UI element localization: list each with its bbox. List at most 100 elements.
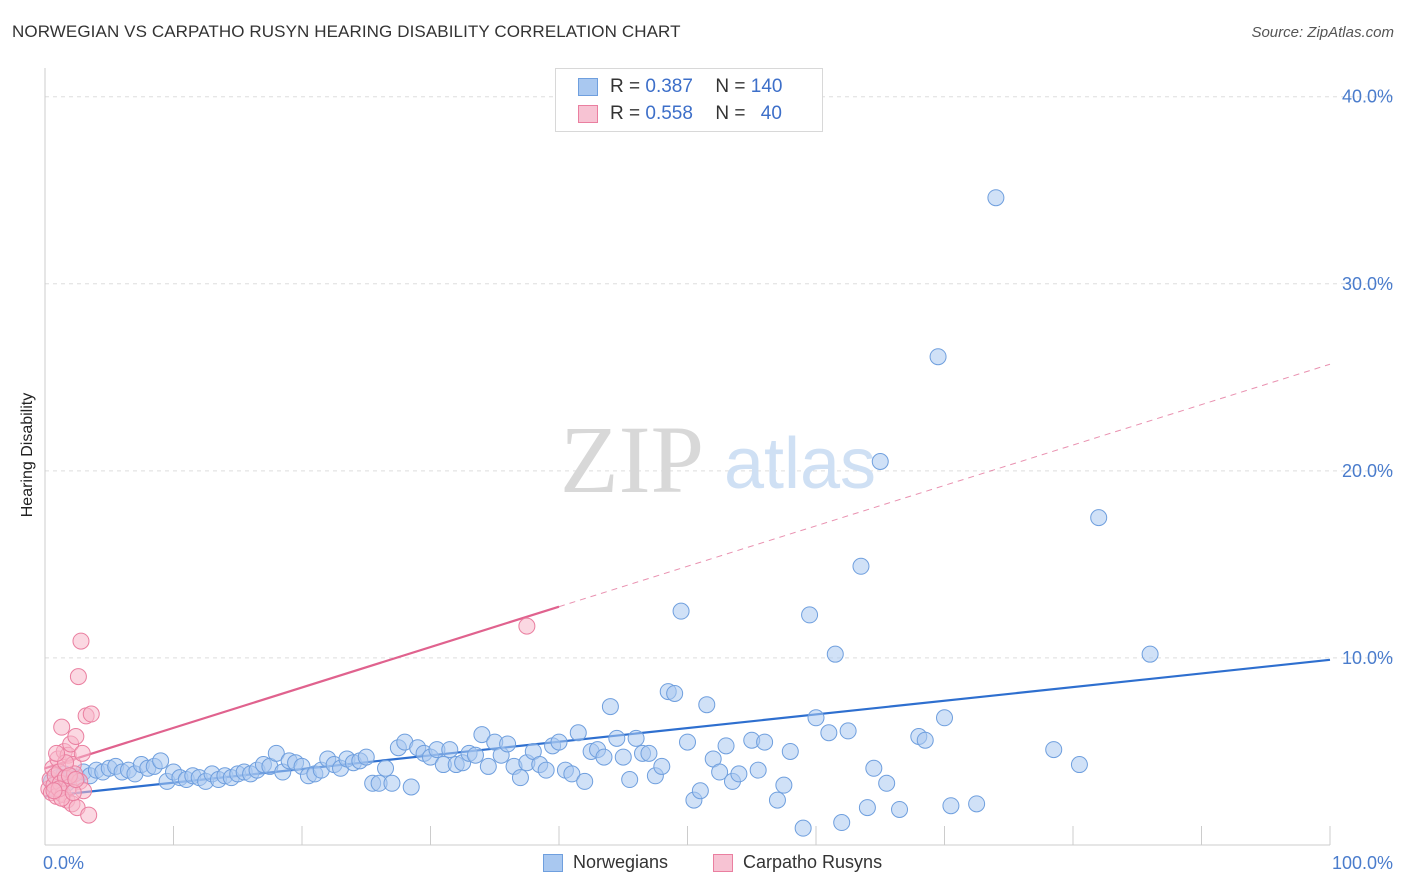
- data-point: [711, 763, 729, 781]
- data-point: [82, 705, 100, 723]
- data-point: [865, 759, 883, 777]
- data-point: [53, 718, 71, 736]
- data-point: [473, 726, 491, 744]
- data-point: [69, 668, 87, 686]
- data-point: [749, 761, 767, 779]
- data-point: [550, 733, 568, 751]
- data-point: [942, 797, 960, 815]
- data-point: [878, 774, 896, 792]
- tick-labels: 10.0% 20.0% 30.0% 40.0% 0.0% 100.0%: [43, 87, 1393, 873]
- data-point: [916, 731, 934, 749]
- data-point: [152, 752, 170, 770]
- data-point: [1045, 741, 1063, 759]
- data-point: [698, 696, 716, 714]
- data-point: [80, 806, 98, 824]
- data-point: [563, 765, 581, 783]
- data-point: [807, 709, 825, 727]
- data-point: [357, 748, 375, 766]
- legend-swatch-pink: [578, 105, 598, 123]
- data-point: [987, 189, 1005, 207]
- legend-n-value: 40: [760, 103, 782, 124]
- data-point: [858, 799, 876, 817]
- trendline-projection: [558, 363, 1331, 608]
- data-point: [67, 727, 85, 745]
- data-point: [48, 744, 66, 762]
- chart-title: NORWEGIAN VS CARPATHO RUSYN HEARING DISA…: [12, 22, 681, 41]
- watermark: ZIP atlas: [560, 406, 876, 513]
- data-point: [801, 606, 819, 624]
- data-point: [871, 453, 889, 470]
- data-point: [377, 759, 395, 777]
- data-point: [608, 729, 626, 747]
- data-point: [768, 791, 786, 809]
- data-point: [833, 814, 851, 832]
- data-point: [73, 744, 91, 762]
- y-tick-label: 10.0%: [1342, 648, 1393, 668]
- data-point: [518, 617, 536, 635]
- data-point: [717, 737, 735, 755]
- y-tick-label: 30.0%: [1342, 274, 1393, 294]
- data-point: [653, 757, 671, 775]
- data-point: [441, 741, 459, 759]
- data-point: [595, 748, 613, 766]
- trendline: [44, 605, 560, 770]
- legend: R = 0.387 N = 140 R = 0.558 N = 40: [555, 68, 823, 132]
- data-point: [1141, 645, 1159, 663]
- data-point: [666, 684, 684, 702]
- data-point: [511, 769, 529, 787]
- bottom-legend-swatch-blue: [543, 853, 563, 872]
- data-point: [891, 800, 909, 818]
- data-point: [383, 774, 401, 792]
- legend-n-value: 140: [750, 76, 783, 97]
- legend-row-norwegians: R = 0.387 N = 140: [578, 74, 782, 100]
- watermark-zip: ZIP: [560, 406, 704, 513]
- data-point: [72, 632, 90, 650]
- data-point: [569, 724, 587, 742]
- legend-n-label: N =: [715, 103, 746, 124]
- data-point: [1070, 756, 1088, 774]
- bottom-legend-label: Carpatho Rusyns: [743, 852, 883, 872]
- data-point: [537, 761, 555, 779]
- bottom-legend-carpatho-rusyns: Carpatho Rusyns: [713, 852, 882, 873]
- y-tick-label: 40.0%: [1342, 87, 1393, 107]
- data-point: [402, 778, 420, 796]
- data-point: [852, 557, 870, 575]
- data-point: [936, 709, 953, 727]
- y-tick-label: 20.0%: [1342, 461, 1393, 481]
- data-point: [929, 348, 947, 366]
- legend-r-value: 0.558: [645, 103, 693, 124]
- data-point: [775, 776, 793, 794]
- bottom-legend-norwegians: Norwegians: [543, 852, 668, 873]
- data-point: [576, 772, 594, 790]
- data-point: [691, 782, 709, 800]
- data-point: [730, 765, 748, 783]
- data-point: [1090, 509, 1108, 527]
- legend-r-label: R =: [610, 76, 641, 97]
- data-point: [466, 746, 484, 764]
- x-tick-label: 100.0%: [1332, 853, 1393, 873]
- data-point: [781, 742, 799, 760]
- data-point: [679, 733, 696, 751]
- legend-r-value: 0.387: [645, 76, 693, 97]
- data-point: [267, 744, 285, 762]
- data-point: [756, 733, 774, 751]
- data-point: [621, 771, 639, 789]
- bottom-legend-swatch-pink: [713, 853, 733, 872]
- legend-row-carpatho-rusyns: R = 0.558 N = 40: [578, 101, 782, 127]
- x-tick-label: 0.0%: [43, 853, 84, 873]
- data-point: [499, 735, 517, 753]
- data-point: [826, 645, 844, 663]
- data-point: [627, 729, 645, 747]
- data-point: [794, 819, 812, 837]
- legend-r-label: R =: [610, 103, 641, 124]
- axes: [44, 68, 1331, 846]
- data-point: [67, 771, 85, 789]
- data-point: [640, 744, 658, 762]
- data-point: [45, 782, 63, 800]
- data-points: [40, 189, 1159, 837]
- data-point: [601, 698, 619, 716]
- source-label: Source: ZipAtlas.com: [1251, 24, 1394, 41]
- data-point: [614, 748, 632, 766]
- legend-swatch-blue: [578, 78, 598, 96]
